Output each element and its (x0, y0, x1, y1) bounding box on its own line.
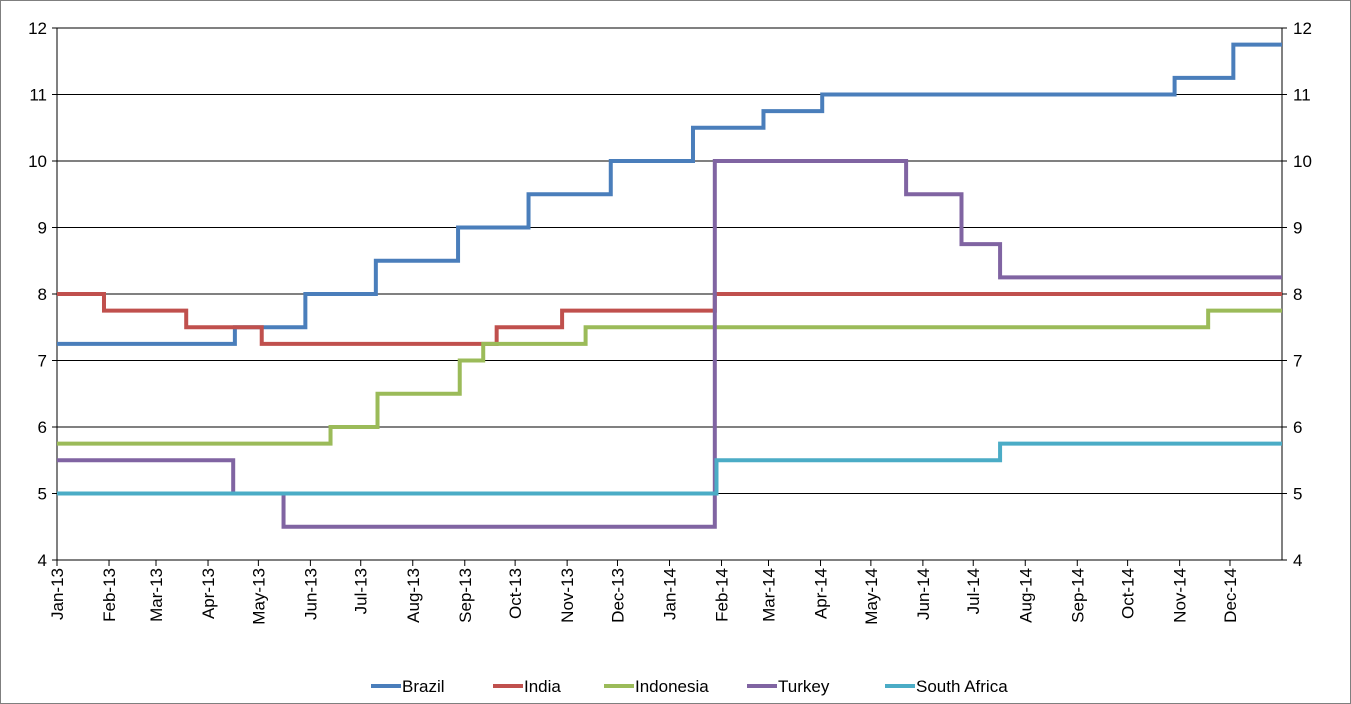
legend-label-south-africa: South Africa (916, 677, 1008, 696)
x-tick-label: Jun-14 (914, 568, 933, 620)
legend-label-india: India (524, 677, 561, 696)
y-tick-label-left: 4 (38, 551, 47, 570)
y-tick-label-right: 9 (1293, 219, 1302, 238)
y-tick-label-left: 7 (38, 352, 47, 371)
x-tick-label: Oct-14 (1119, 568, 1138, 619)
x-tick-label: Dec-14 (1221, 568, 1240, 623)
x-tick-label: Sep-14 (1068, 568, 1087, 623)
x-tick-label: Jun-13 (301, 568, 320, 620)
y-tick-label-right: 6 (1293, 418, 1302, 437)
y-tick-label-left: 6 (38, 418, 47, 437)
series-line-brazil (57, 42, 1282, 346)
x-tick-label: Aug-13 (404, 568, 423, 623)
y-tick-label-left: 8 (38, 285, 47, 304)
x-tick-label: May-14 (862, 568, 881, 625)
y-tick-label-left: 12 (28, 19, 47, 38)
x-tick-label: Apr-13 (199, 568, 218, 619)
y-tick-label-right: 12 (1293, 19, 1312, 38)
y-tick-label-right: 11 (1293, 86, 1311, 105)
y-tick-label-right: 7 (1293, 352, 1302, 371)
series-line-indonesia (57, 308, 1282, 446)
legend-label-brazil: Brazil (402, 677, 445, 696)
x-tick-label: Dec-13 (608, 568, 627, 623)
x-tick-label: Jan-13 (48, 568, 67, 620)
y-tick-label-right: 8 (1293, 285, 1302, 304)
y-tick-label-left: 11 (29, 86, 47, 105)
y-tick-label-left: 9 (38, 219, 47, 238)
x-tick-label: Jul-14 (964, 568, 983, 614)
series-group (57, 42, 1282, 529)
x-tick-label: Mar-14 (760, 568, 779, 622)
x-tick-label: Apr-14 (812, 568, 831, 619)
y-tick-label-left: 10 (28, 152, 47, 171)
y-tick-label-right: 5 (1293, 485, 1302, 504)
series-line-south-africa (57, 441, 1282, 496)
x-tick-label: Jul-13 (352, 568, 371, 614)
x-tick-label: Jan-14 (661, 568, 680, 620)
x-tick-label: Mar-13 (147, 568, 166, 622)
x-tick-label: Sep-13 (456, 568, 475, 623)
legend-label-turkey: Turkey (778, 677, 830, 696)
x-tick-label: Nov-13 (558, 568, 577, 623)
series-line-turkey (57, 159, 1282, 529)
y-tick-label-right: 4 (1293, 551, 1302, 570)
legend-label-indonesia: Indonesia (635, 677, 709, 696)
y-tick-label-left: 5 (38, 485, 47, 504)
x-tick-label: Feb-13 (100, 568, 119, 622)
x-tick-label: Nov-14 (1171, 568, 1190, 623)
series-line-india (57, 292, 1282, 346)
x-tick-label: Feb-14 (713, 568, 732, 622)
y-tick-label-right: 10 (1293, 152, 1312, 171)
x-tick-label: Oct-13 (506, 568, 525, 619)
x-tick-label: Aug-14 (1016, 568, 1035, 623)
x-tick-label: May-13 (249, 568, 268, 625)
